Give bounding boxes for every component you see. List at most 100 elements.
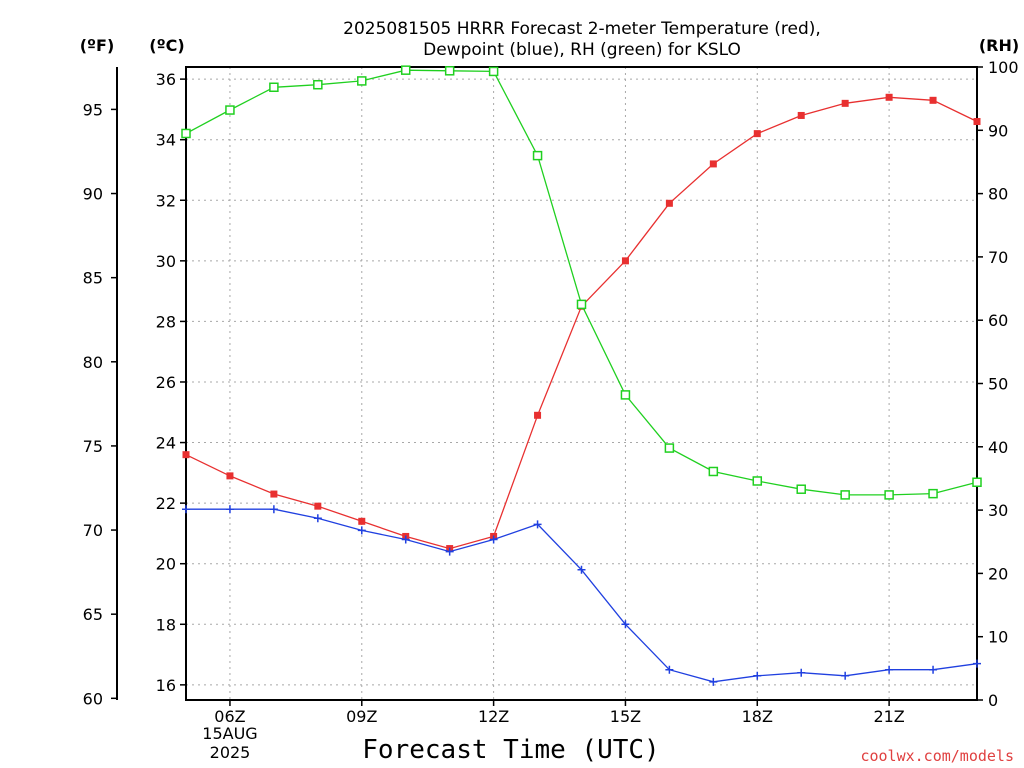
rh-tick-label: 40 bbox=[988, 438, 1008, 457]
celsius-tick-label: 24 bbox=[156, 434, 176, 453]
dewpoint-point bbox=[929, 665, 938, 674]
celsius-tick-label: 28 bbox=[156, 312, 176, 331]
dewpoint-point bbox=[709, 677, 718, 686]
celsius-tick-label: 20 bbox=[156, 555, 176, 574]
temperature-point bbox=[841, 99, 849, 107]
celsius-tick-label: 16 bbox=[156, 676, 176, 695]
celsius-tick-label: 36 bbox=[156, 70, 176, 89]
rh-point bbox=[532, 150, 543, 161]
celsius-tick-label: 22 bbox=[156, 494, 176, 513]
dewpoint-point bbox=[225, 505, 234, 514]
rh-point bbox=[620, 390, 631, 400]
temperature-point bbox=[534, 411, 542, 419]
rh-point bbox=[796, 484, 806, 494]
dewpoint-point bbox=[401, 535, 410, 544]
x-tick-label: 06Z bbox=[214, 707, 245, 726]
temperature-point bbox=[885, 93, 893, 101]
temperature-point bbox=[709, 160, 717, 168]
dewpoint-point bbox=[357, 526, 366, 535]
date-label-year: 2025 bbox=[210, 743, 251, 762]
dewpoint-point bbox=[885, 665, 894, 674]
temperature-point bbox=[665, 199, 673, 207]
temperature-point bbox=[226, 472, 234, 480]
dewpoint-point bbox=[445, 547, 454, 556]
rh-series-line bbox=[185, 69, 978, 496]
dewpoint-point bbox=[313, 514, 322, 523]
dewpoint-point bbox=[489, 535, 498, 544]
temperature-point bbox=[182, 451, 190, 459]
temperature-series-line bbox=[185, 96, 978, 550]
rh-point bbox=[664, 443, 675, 453]
rh-point bbox=[357, 76, 367, 86]
rh-point bbox=[752, 476, 763, 486]
fahrenheit-tick-label: 65 bbox=[83, 605, 103, 624]
fahrenheit-tick-label: 60 bbox=[83, 689, 103, 708]
rh-tick-label: 50 bbox=[988, 375, 1008, 394]
fahrenheit-tick-label: 85 bbox=[83, 269, 103, 288]
rh-tick-label: 20 bbox=[988, 564, 1008, 583]
temperature-point bbox=[358, 517, 366, 525]
rh-tick-label: 70 bbox=[988, 248, 1008, 267]
x-tick-label: 09Z bbox=[346, 707, 377, 726]
rh-tick-label: 80 bbox=[988, 185, 1008, 204]
rh-point bbox=[884, 490, 894, 500]
celsius-tick-label: 18 bbox=[156, 615, 176, 634]
dewpoint-point bbox=[621, 620, 630, 629]
fahrenheit-tick-label: 95 bbox=[83, 100, 103, 119]
temperature-point bbox=[270, 490, 278, 498]
rh-point bbox=[972, 477, 982, 487]
rh-point bbox=[840, 490, 850, 500]
dewpoint-point bbox=[182, 505, 190, 514]
date-label-day: 15AUG bbox=[202, 724, 257, 743]
rh-tick-label: 60 bbox=[988, 311, 1008, 330]
dewpoint-point bbox=[797, 668, 806, 677]
fahrenheit-tick-label: 75 bbox=[83, 437, 103, 456]
temperature-point bbox=[973, 118, 981, 126]
rh-tick-label: 10 bbox=[988, 628, 1008, 647]
x-axis-title: Forecast Time (UTC) bbox=[362, 735, 659, 765]
rh-point bbox=[313, 79, 323, 90]
rh-point bbox=[225, 105, 235, 115]
rh-point bbox=[444, 66, 455, 76]
temperature-point bbox=[314, 502, 322, 510]
rh-tick-label: 30 bbox=[988, 501, 1008, 520]
rh-tick-label: 100 bbox=[988, 58, 1019, 77]
rh-point bbox=[708, 466, 719, 477]
rh-axis-label: (RH) bbox=[979, 36, 1019, 55]
x-tick-label: 18Z bbox=[742, 707, 773, 726]
celsius-tick-label: 34 bbox=[156, 131, 176, 150]
plot-frame bbox=[185, 66, 978, 701]
axis-layer: 60 65 70 75 80 85 90 95 16 18 20 22 24 26 28 30 32 34 36 0 1… bbox=[83, 58, 1019, 726]
celsius-axis-label: (ºC) bbox=[149, 36, 184, 55]
rh-point bbox=[269, 82, 279, 93]
dewpoint-series-line bbox=[186, 508, 978, 683]
rh-point bbox=[488, 66, 499, 77]
dewpoint-point bbox=[753, 671, 762, 680]
celsius-tick-label: 26 bbox=[156, 373, 176, 392]
dewpoint-point bbox=[665, 665, 674, 674]
rh-tick-label: 90 bbox=[988, 121, 1008, 140]
x-tick-label: 21Z bbox=[873, 707, 904, 726]
fahrenheit-tick-label: 70 bbox=[83, 521, 103, 540]
fahrenheit-axis-label: (ºF) bbox=[80, 36, 115, 55]
fahrenheit-tick-label: 90 bbox=[83, 185, 103, 204]
temperature-point bbox=[621, 257, 629, 265]
dewpoint-point bbox=[577, 565, 586, 574]
rh-point bbox=[181, 128, 191, 139]
dewpoint-point bbox=[973, 659, 981, 668]
rh-tick-label: 0 bbox=[988, 691, 998, 710]
fahrenheit-tick-label: 80 bbox=[83, 353, 103, 372]
temperature-point bbox=[797, 111, 805, 119]
x-tick-label: 12Z bbox=[478, 707, 509, 726]
dewpoint-point bbox=[269, 505, 278, 514]
rh-point bbox=[928, 488, 938, 499]
celsius-tick-label: 32 bbox=[156, 191, 176, 210]
chart-title-line-1: 2025081505 HRRR Forecast 2-meter Tempera… bbox=[343, 19, 821, 39]
dewpoint-point bbox=[533, 520, 542, 529]
dewpoint-point bbox=[841, 671, 850, 680]
temperature-point bbox=[929, 96, 937, 104]
source-watermark: coolwx.com/models bbox=[860, 747, 1014, 765]
series-layer bbox=[181, 65, 982, 686]
